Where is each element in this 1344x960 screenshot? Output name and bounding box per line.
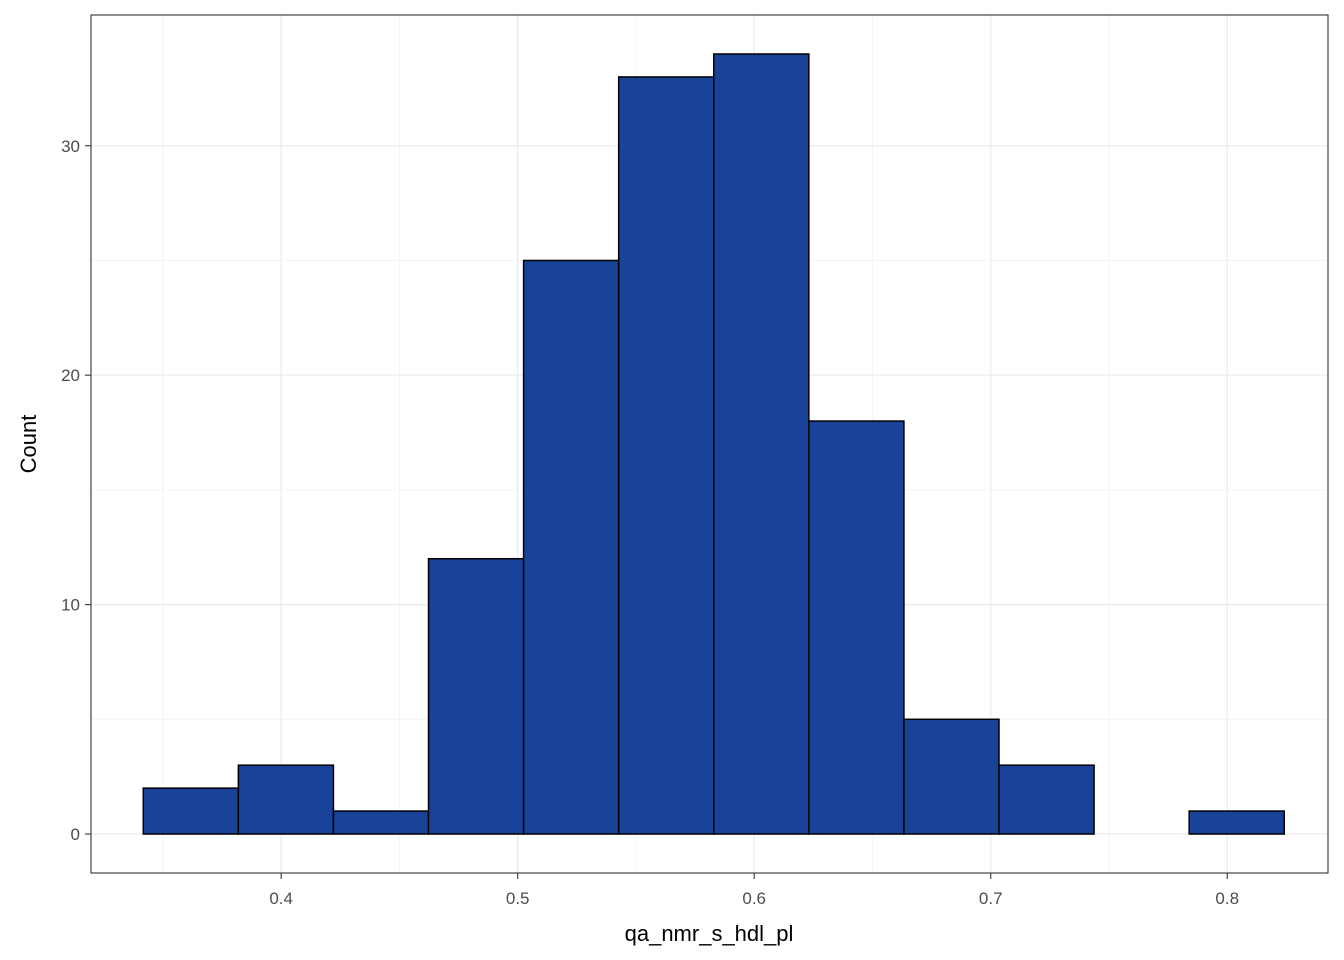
histogram-bars [142,53,1285,835]
histogram-bar-3 [332,810,430,835]
histogram-bar-4 [427,557,525,835]
histogram-bar-6 [617,76,715,835]
x-tick-label: 0.4 [269,889,293,908]
y-axis-ticks: 0 10 20 30 [61,137,91,844]
histogram-bar-12 [1188,810,1285,835]
histogram-bar-8 [808,420,905,835]
histogram-bar-7 [713,53,810,835]
y-tick-label: 20 [61,366,80,385]
histogram-bar-9 [903,718,1000,835]
panel-border [90,14,1329,874]
x-axis-ticks: 0.4 0.5 0.6 0.7 0.8 [269,873,1239,908]
x-axis-title: qa_nmr_s_hdl_pl [625,921,794,946]
histogram-bar-10 [998,764,1095,835]
y-tick-label: 30 [61,137,80,156]
histogram-bar-5 [522,259,620,835]
y-tick-label: 0 [71,825,80,844]
histogram-bar-2 [237,764,335,835]
x-tick-label: 0.5 [506,889,530,908]
y-tick-label: 10 [61,596,80,615]
x-tick-label: 0.6 [742,889,766,908]
histogram-bar-1 [142,787,240,835]
x-tick-label: 0.8 [1215,889,1239,908]
x-tick-label: 0.7 [979,889,1003,908]
y-axis-title: Count [16,415,41,474]
